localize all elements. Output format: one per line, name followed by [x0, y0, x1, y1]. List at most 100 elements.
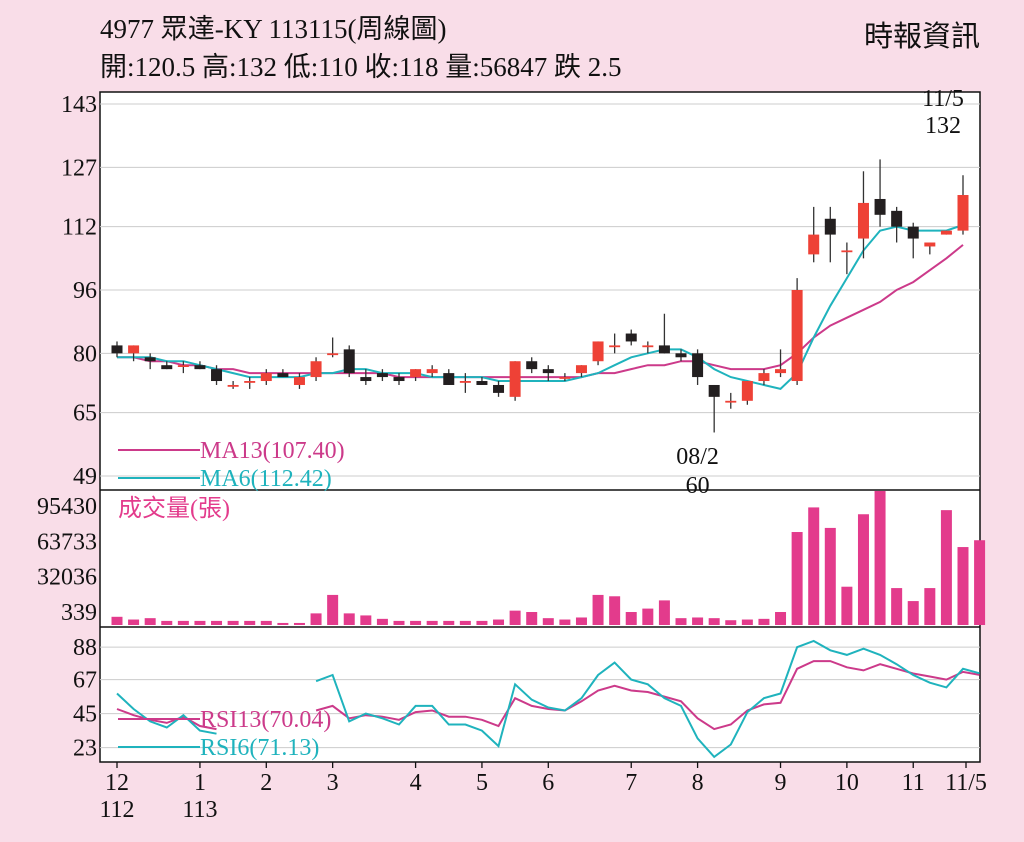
- price-tick-label: 49: [73, 464, 97, 490]
- volume-tick-label: 95430: [37, 494, 97, 520]
- high-annotation-date: 11/5: [922, 86, 964, 112]
- candlestick: [592, 341, 604, 366]
- candlestick: [310, 357, 322, 382]
- candle-body: [426, 369, 438, 374]
- x-tick-label: 2: [260, 770, 272, 796]
- candle-body: [542, 369, 554, 374]
- price-summary: 開:120.5 高:132 低:110 收:118 量:56847 跌 2.5: [100, 52, 622, 82]
- candlestick: [907, 222, 919, 259]
- volume-bar: [609, 596, 621, 625]
- candlestick: [791, 278, 803, 385]
- volume-bar: [161, 620, 173, 625]
- source-label: 時報資訊: [863, 21, 980, 53]
- candlestick: [758, 369, 770, 385]
- volume-bar: [310, 613, 322, 625]
- volume-bar: [526, 612, 538, 625]
- candlestick: [940, 230, 952, 235]
- volume-title: 成交量(張): [118, 495, 230, 522]
- candle-body: [940, 230, 952, 235]
- candlestick: [177, 361, 189, 374]
- candlestick: [161, 361, 173, 370]
- candlestick: [426, 365, 438, 378]
- volume-bar: [426, 620, 438, 625]
- volume-tick-label: 63733: [37, 529, 97, 555]
- candle-body: [841, 250, 853, 253]
- candle-body: [443, 373, 455, 385]
- price-tick-label: 65: [73, 401, 97, 427]
- candlestick: [741, 381, 753, 405]
- candlestick: [277, 369, 289, 378]
- rsi-tick-label: 45: [73, 702, 97, 728]
- ma6-line: [117, 224, 964, 390]
- candlestick: [675, 349, 687, 362]
- candlestick: [891, 206, 903, 243]
- volume-bar: [559, 619, 571, 625]
- candle-body: [509, 361, 521, 397]
- x-tick-label: 11/5: [945, 770, 987, 796]
- candle-body: [293, 377, 305, 385]
- candlestick: [410, 369, 422, 382]
- candlestick: [144, 353, 156, 370]
- candle-body: [260, 373, 272, 382]
- candlestick: [476, 377, 488, 385]
- volume-bar: [327, 594, 339, 625]
- volume-bar: [542, 618, 554, 625]
- rsi13-line: [116, 660, 980, 731]
- price-tick-label: 80: [73, 341, 97, 367]
- candlestick: [874, 159, 886, 227]
- x-tick-label: 12: [105, 770, 129, 796]
- rsi-tick-label: 23: [73, 736, 97, 762]
- x-tick-label: 4: [410, 770, 422, 796]
- candlestick: [824, 206, 836, 263]
- candle-body: [725, 400, 737, 403]
- volume-bar: [144, 618, 156, 625]
- rsi-tick-label: 67: [73, 668, 97, 694]
- volume-bar: [509, 610, 521, 625]
- plot-frame: [99, 91, 981, 763]
- volume-bar: [227, 620, 239, 625]
- volume-bar: [741, 619, 753, 625]
- volume-bar: [874, 491, 886, 625]
- candlestick: [725, 392, 737, 409]
- x-tick-label: 10: [835, 770, 859, 796]
- volume-bar: [343, 613, 355, 625]
- candle-body: [227, 384, 239, 387]
- candlestick: [509, 361, 521, 401]
- candle-body: [675, 353, 687, 358]
- candlestick: [775, 349, 787, 378]
- candle-body: [277, 373, 289, 378]
- volume-bar: [675, 618, 687, 625]
- candlestick: [393, 373, 405, 385]
- volume-bar: [642, 608, 654, 625]
- candlestick: [459, 373, 471, 393]
- volume-bar: [244, 620, 256, 625]
- candle-body: [625, 333, 637, 342]
- candlestick: [128, 345, 140, 362]
- chart-title: 4977 眾達-KY 113115(周線圖): [100, 14, 447, 44]
- volume-tick-label: 32036: [37, 565, 97, 591]
- candle-body: [708, 384, 720, 397]
- candlestick: [293, 373, 305, 389]
- candle-body: [758, 373, 770, 382]
- volume-bar: [692, 617, 704, 625]
- candle-body: [161, 365, 173, 370]
- volume-bar: [891, 588, 903, 625]
- ma13-legend: MA13(107.40): [200, 438, 345, 464]
- candlestick: [211, 365, 223, 385]
- low-annotation-value: 60: [686, 473, 710, 499]
- candlestick: [692, 349, 704, 385]
- candle-body: [493, 384, 505, 393]
- candle-body: [194, 365, 206, 370]
- volume-bar: [393, 620, 405, 625]
- x-tick-label: 3: [327, 770, 339, 796]
- candle-body: [327, 353, 339, 356]
- candle-body: [244, 381, 256, 383]
- candle-body: [891, 210, 903, 227]
- candle-body: [857, 202, 869, 239]
- candlestick: [526, 357, 538, 374]
- candle-body: [741, 381, 753, 401]
- volume-tick-label: 339: [61, 600, 97, 626]
- volume-bar: [857, 514, 869, 625]
- rsi6-legend: RSI6(71.13): [200, 735, 319, 761]
- candle-body: [775, 369, 787, 374]
